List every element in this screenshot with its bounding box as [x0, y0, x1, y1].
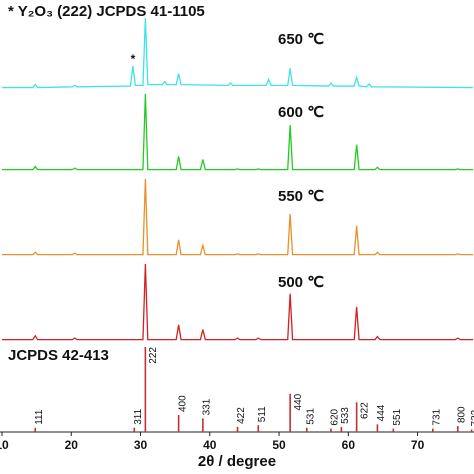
xrd-trace [2, 17, 474, 89]
hkl-label: 620 [330, 408, 341, 425]
hkl-label: 800 [456, 406, 467, 423]
panel-title: 500 ℃ [278, 274, 324, 291]
x-tick-label: 60 [342, 438, 356, 452]
x-tick-label: 40 [203, 438, 217, 452]
xrd-trace [2, 263, 473, 341]
peak-marker: * [131, 52, 136, 66]
hkl-label: 111 [34, 409, 45, 425]
hkl-label: 444 [376, 404, 387, 421]
xrd-trace [2, 93, 473, 171]
hkl-label: 533 [340, 407, 351, 424]
panel-title: JCPDS 42-413 [8, 347, 109, 364]
hkl-label: 422 [236, 407, 247, 424]
x-tick-label: 30 [134, 438, 148, 452]
panel-title: 550 ℃ [278, 188, 324, 205]
x-axis-label: 2θ / degree [198, 453, 276, 470]
hkl-label: 311 [133, 408, 144, 424]
x-tick-label: 50 [272, 438, 286, 452]
hkl-label: 331 [202, 398, 213, 415]
hkl-label: 531 [305, 408, 316, 425]
panel-title: 600 ℃ [278, 104, 324, 121]
xrd-trace [2, 178, 473, 256]
x-tick-label: 20 [65, 438, 79, 452]
panel-title: 650 ℃ [278, 31, 324, 48]
hkl-label: 622 [359, 402, 370, 419]
legend-text: * Y₂O₃ (222) JCPDS 41-1105 [8, 3, 205, 20]
hkl-label: 400 [177, 395, 188, 412]
hkl-label: 222 [148, 347, 159, 364]
x-tick-label: 10 [0, 438, 9, 452]
x-tick-label: 70 [411, 438, 425, 452]
hkl-label: 440 [293, 393, 304, 410]
hkl-label: 551 [392, 408, 403, 425]
hkl-label: 731 [431, 408, 442, 425]
hkl-label: 733 [470, 409, 474, 426]
hkl-label: 511 [257, 406, 268, 422]
